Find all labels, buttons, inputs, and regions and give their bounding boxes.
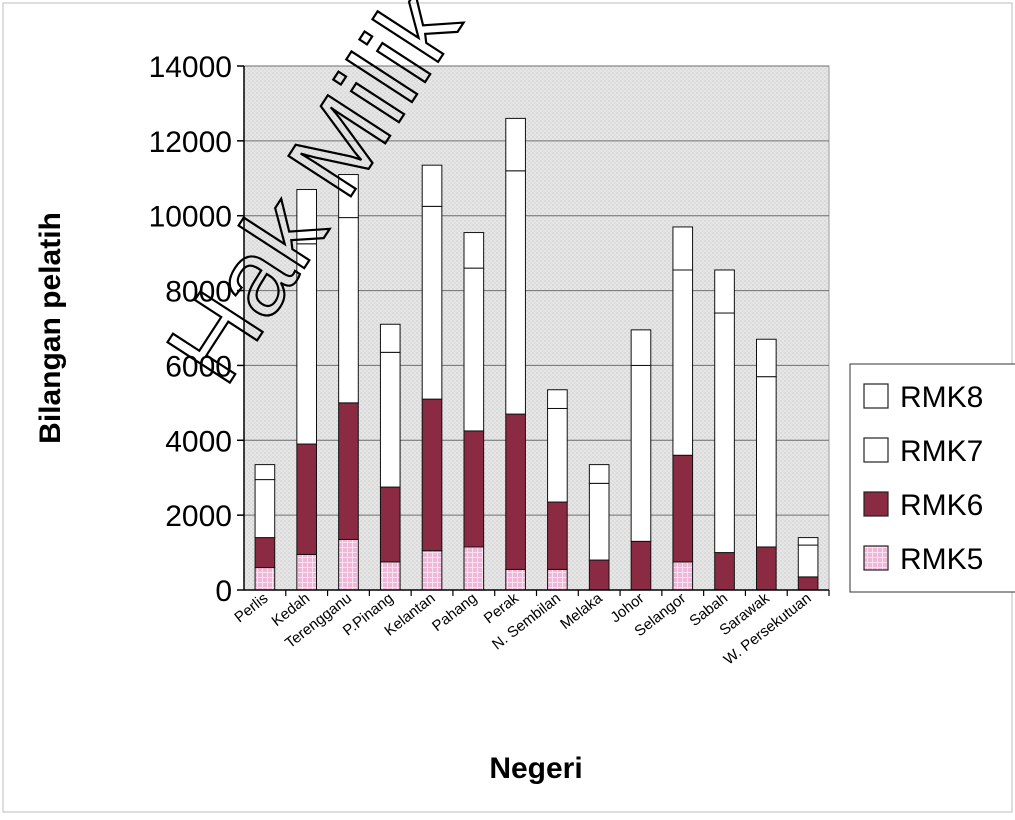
bar-segment-rmk6 — [672, 454, 694, 563]
y-tick-label: 12000 — [149, 126, 232, 159]
bar-segment-rmk7 — [797, 544, 819, 578]
y-axis-title: Bilangan pelatih — [34, 212, 67, 444]
bar-segment-rmk8 — [714, 269, 735, 314]
bar-segment-rmk8 — [505, 117, 526, 172]
bar-segment-rmk5 — [379, 561, 401, 591]
legend-label-rmk5: RMK5 — [900, 543, 983, 576]
bar-segment-rmk6 — [630, 540, 652, 591]
legend-label-rmk6: RMK6 — [900, 489, 983, 522]
x-axis-title: Negeri — [489, 752, 582, 785]
bar-segment-rmk8 — [338, 174, 359, 219]
bar-segment-rmk6 — [547, 501, 568, 570]
bar-segment-rmk7 — [379, 351, 401, 488]
bar-segment-rmk5 — [463, 546, 485, 591]
bar-segment-rmk8 — [672, 226, 694, 271]
bar-segment-rmk6 — [505, 413, 526, 570]
bar-segment-rmk5 — [338, 538, 359, 591]
bar-segment-rmk8 — [296, 189, 317, 245]
bar-segment-rmk7 — [714, 312, 735, 554]
bar-segment-rmk6 — [254, 537, 276, 569]
bar-segment-rmk7 — [547, 407, 568, 503]
bar-segment-rmk8 — [797, 537, 819, 546]
bar-segment-rmk6 — [797, 576, 819, 591]
bar-segment-rmk8 — [756, 338, 777, 378]
bar-segment-rmk7 — [463, 267, 485, 432]
bar-segment-rmk7 — [756, 376, 777, 548]
legend-swatch-rmk7 — [863, 437, 889, 463]
bar-segment-rmk8 — [630, 329, 652, 366]
bar-segment-rmk7 — [254, 479, 276, 539]
bar-segment-rmk8 — [254, 464, 276, 481]
bar-segment-rmk6 — [421, 398, 443, 552]
bar-segment-rmk5 — [296, 553, 317, 591]
bar-segment-rmk8 — [463, 232, 485, 269]
bar-segment-rmk6 — [463, 430, 485, 548]
bar-segment-rmk5 — [505, 568, 526, 591]
legend-label-rmk8: RMK8 — [900, 381, 983, 414]
bar-segment-rmk8 — [421, 164, 443, 207]
bar-segment-rmk5 — [672, 561, 694, 591]
y-tick-label: 0 — [215, 575, 232, 608]
y-tick-label: 14000 — [149, 51, 232, 84]
bar-segment-rmk6 — [379, 486, 401, 563]
bar-segment-rmk6 — [296, 443, 317, 555]
bar-segment-rmk7 — [672, 269, 694, 456]
bar-segment-rmk6 — [588, 559, 610, 591]
bar-segment-rmk5 — [421, 550, 443, 591]
bar-segment-rmk8 — [588, 464, 610, 484]
bar-segment-rmk5 — [254, 567, 276, 591]
bar-segment-rmk7 — [505, 170, 526, 415]
legend-swatch-rmk8 — [863, 383, 889, 409]
bar-segment-rmk6 — [756, 546, 777, 591]
legend: RMK8 RMK7 RMK6 RMK5 — [849, 363, 1015, 593]
bars — [254, 117, 819, 591]
bar-segment-rmk7 — [588, 482, 610, 561]
bar-segment-rmk7 — [421, 205, 443, 400]
bar-segment-rmk8 — [547, 389, 568, 409]
bar-segment-rmk6 — [714, 552, 735, 591]
bar-segment-rmk7 — [630, 364, 652, 542]
bar-segment-rmk6 — [338, 402, 359, 540]
y-tick-label: 8000 — [165, 276, 232, 309]
bar-segment-rmk5 — [547, 568, 568, 591]
y-axis-ticks: 0 2000 4000 6000 8000 10000 12000 14000 — [149, 51, 244, 608]
y-tick-label: 6000 — [165, 350, 232, 383]
y-tick-label: 4000 — [165, 425, 232, 458]
y-tick-label: 2000 — [165, 500, 232, 533]
y-tick-label: 10000 — [149, 201, 232, 234]
legend-swatch-rmk6 — [863, 491, 889, 517]
bar-segment-rmk8 — [379, 323, 401, 353]
legend-label-rmk7: RMK7 — [900, 435, 983, 468]
legend-swatch-rmk5 — [863, 545, 889, 571]
